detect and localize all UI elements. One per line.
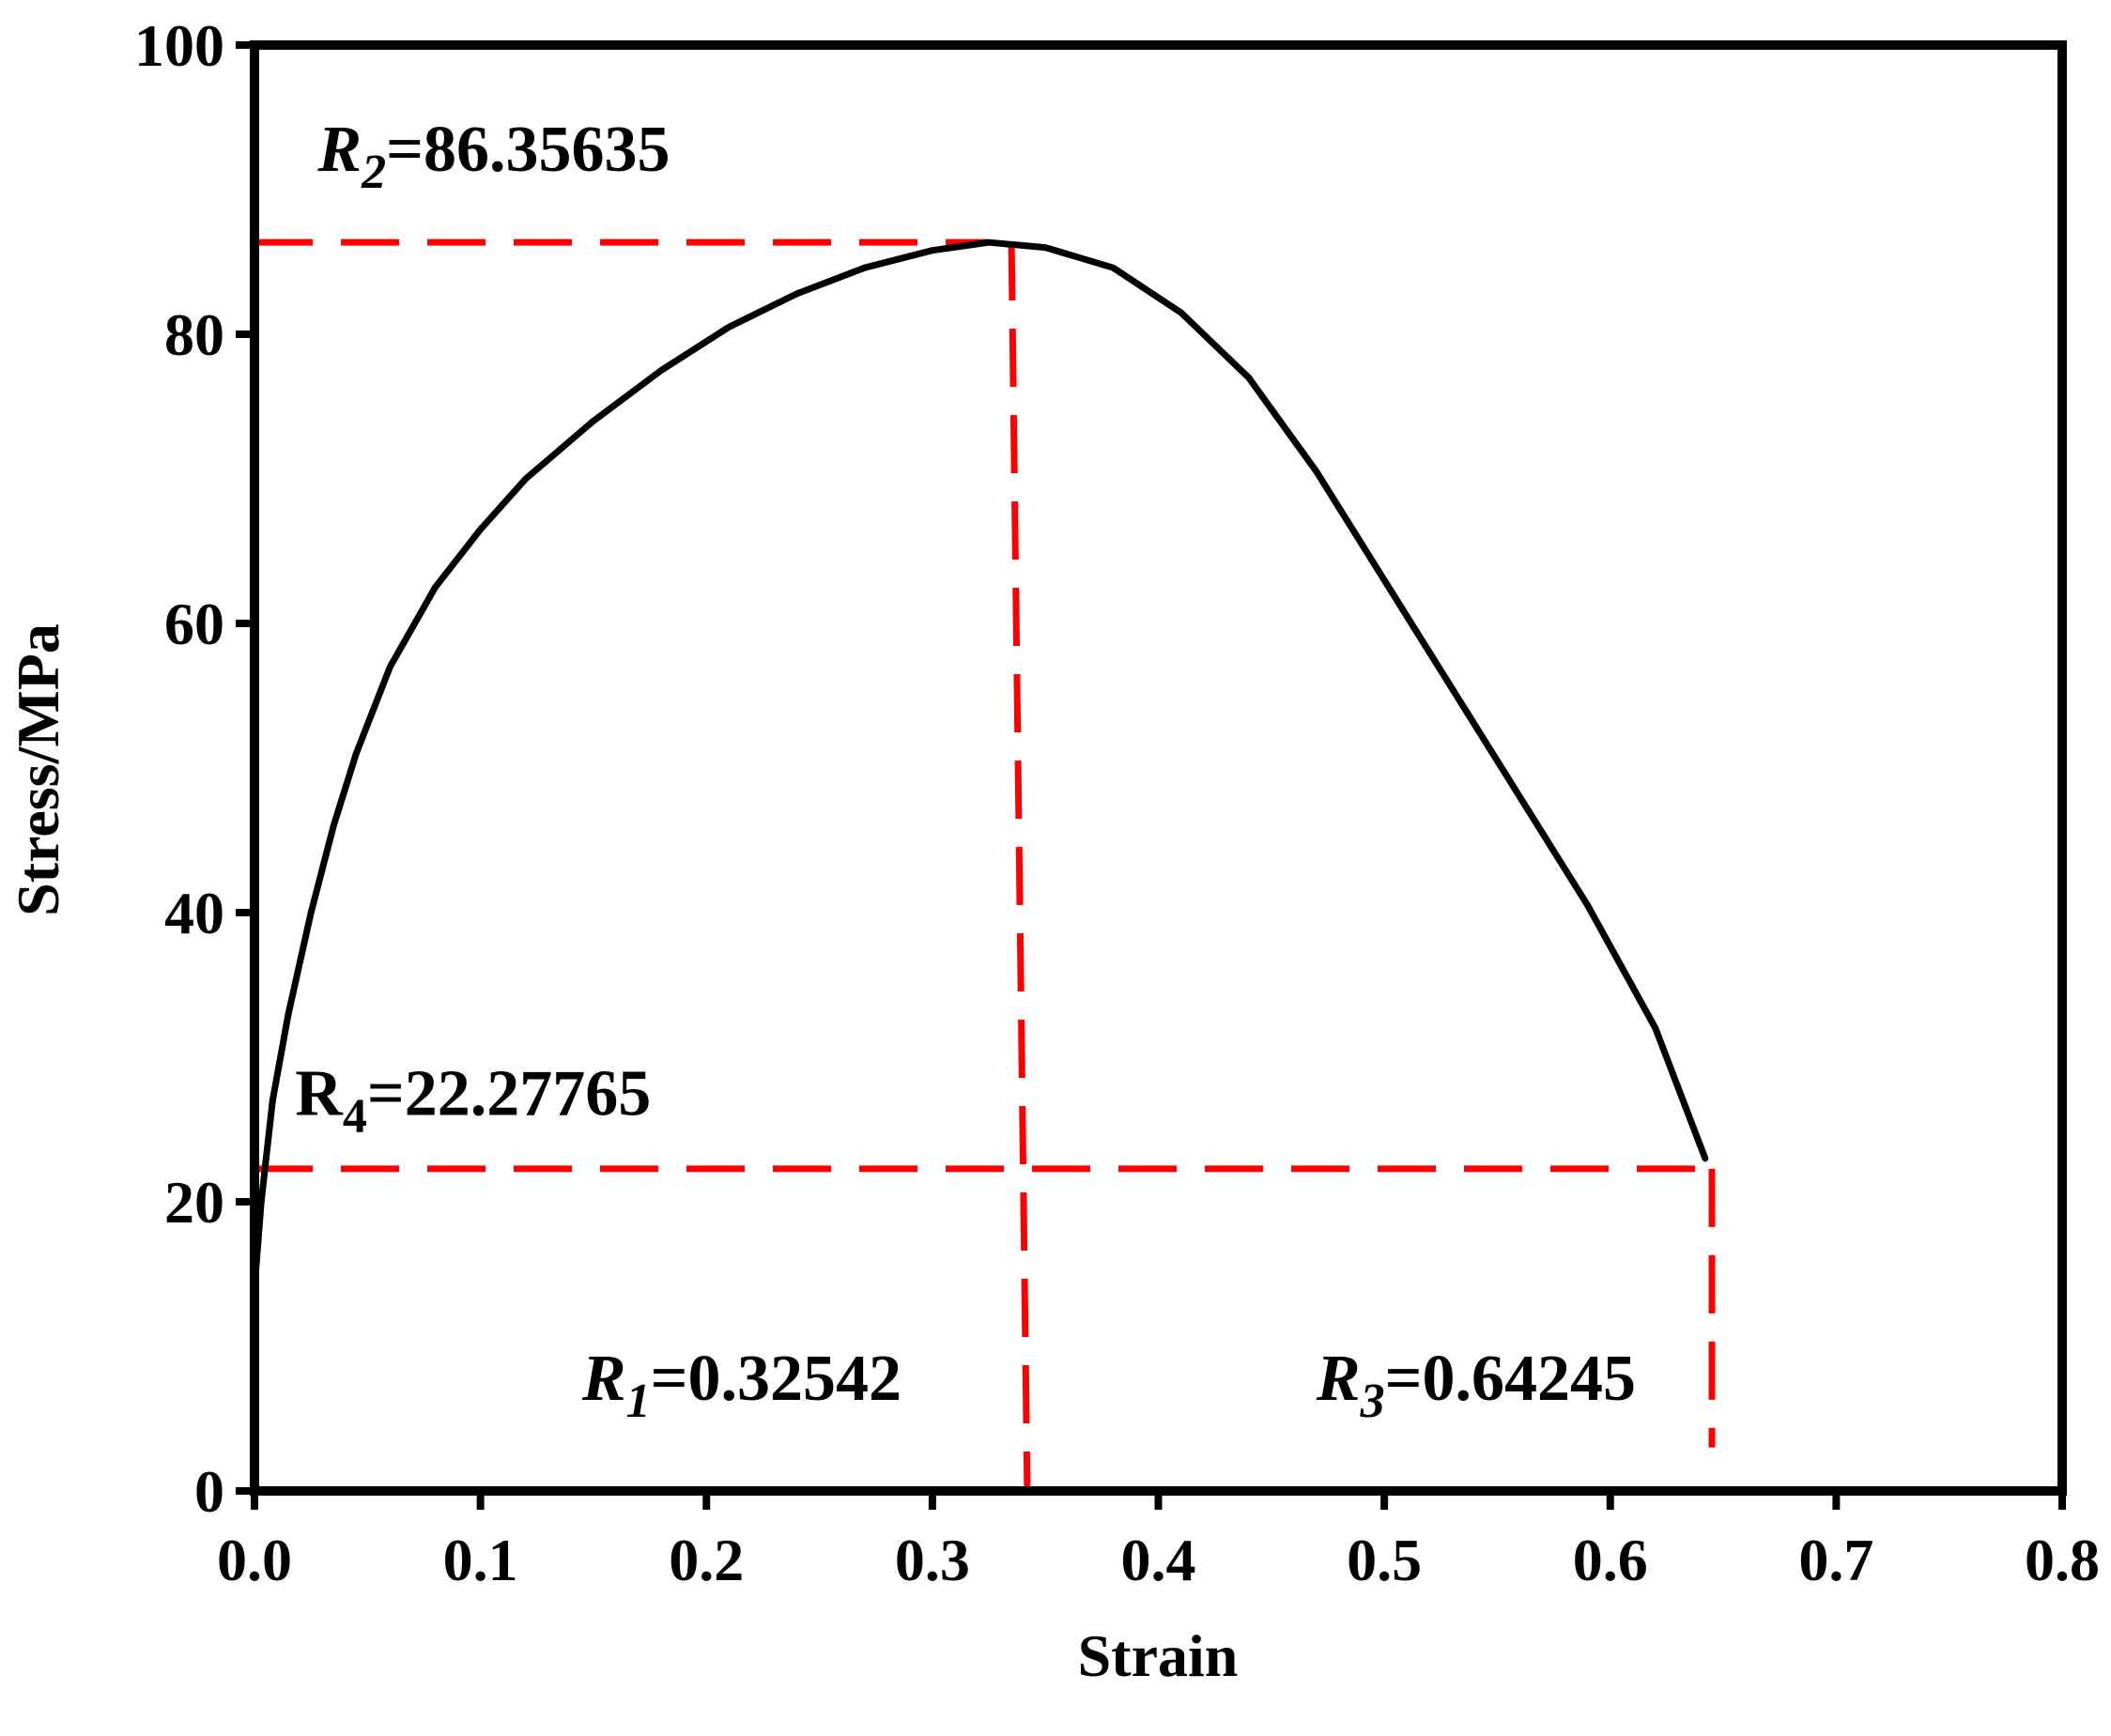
annotation-r2: R2=86.35635 <box>316 114 670 199</box>
plot-layer: R2=86.35635 R4=22.27765 R1=0.32542 R3=0.642… <box>251 114 1716 1492</box>
y-tick-label: 20 <box>164 1169 224 1236</box>
x-axis-ticks: 0.0 0.1 0.2 0.3 0.4 0.5 0.6 0.7 0.8 <box>217 1491 2100 1593</box>
plot-frame <box>250 40 2067 1496</box>
y-axis-ticks: 0 20 40 60 80 100 <box>134 12 254 1525</box>
x-tick-label: 0.0 <box>217 1527 292 1593</box>
annotation-r4: R4=22.27765 <box>295 1058 651 1144</box>
x-tick-label: 0.8 <box>2025 1527 2100 1593</box>
y-tick-label: 60 <box>164 591 224 657</box>
annotation-r3: R3=0.64245 <box>1316 1343 1636 1428</box>
x-tick-label: 0.3 <box>895 1527 970 1593</box>
y-tick-label: 40 <box>164 880 224 946</box>
x-tick-label: 0.1 <box>443 1527 518 1593</box>
y-tick-label: 80 <box>164 301 224 368</box>
reference-line-2 <box>1008 242 1031 1492</box>
series-line-1 <box>251 238 1709 1292</box>
x-tick-label: 0.5 <box>1347 1527 1422 1593</box>
y-tick-label: 100 <box>134 12 224 79</box>
x-tick-label: 0.4 <box>1121 1527 1196 1593</box>
y-axis-title: Stress/MPa <box>5 623 71 916</box>
x-tick-label: 0.7 <box>1798 1527 1873 1593</box>
x-axis-title: Strain <box>1078 1622 1239 1689</box>
annotation-r1: R1=0.32542 <box>581 1343 901 1428</box>
x-tick-label: 0.6 <box>1573 1527 1648 1593</box>
x-tick-label: 0.2 <box>669 1527 744 1593</box>
y-tick-label: 0 <box>194 1458 224 1525</box>
